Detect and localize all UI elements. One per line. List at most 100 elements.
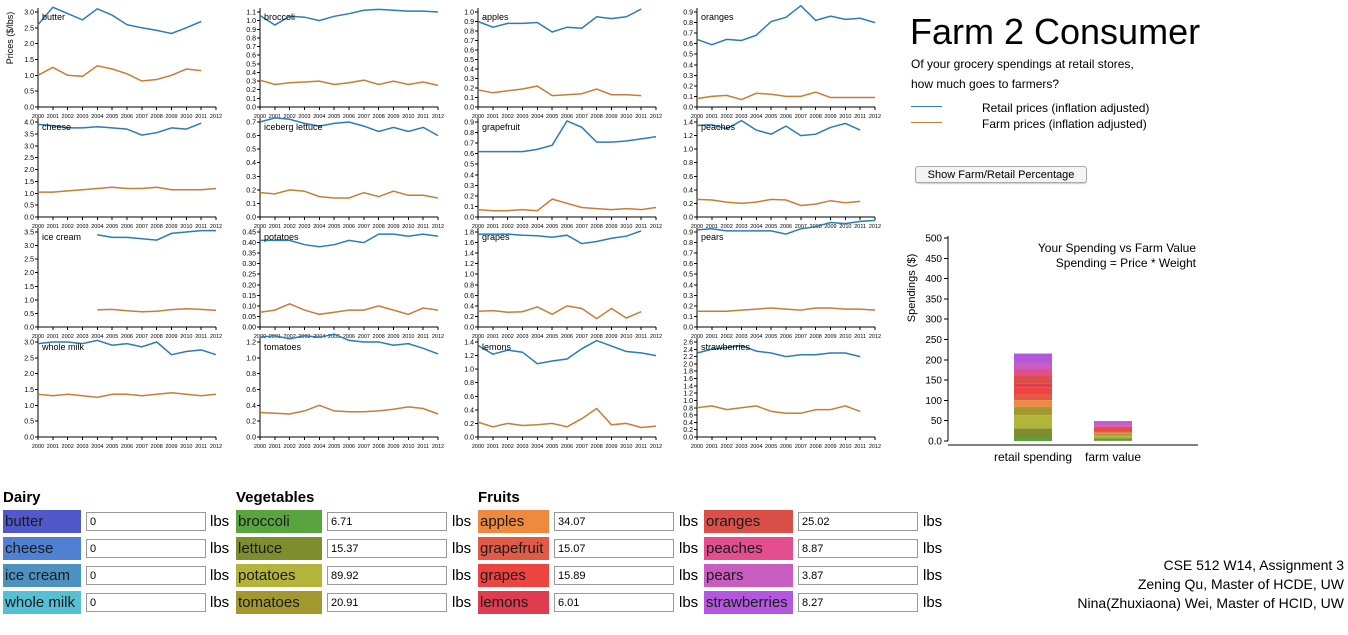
x-tick-label: 2004 bbox=[313, 224, 325, 230]
x-tick-label: 2005 bbox=[546, 334, 558, 340]
y-tick-label: 0.1 bbox=[683, 94, 693, 101]
retail-price-line bbox=[37, 6, 202, 35]
x-tick-label: 2005 bbox=[328, 224, 340, 230]
quantity-input-grapes[interactable] bbox=[554, 566, 674, 585]
x-tick-label: 2000 bbox=[472, 334, 484, 340]
y-tick-label: 3.5 bbox=[24, 230, 34, 237]
x-tick-label: 2008 bbox=[810, 334, 822, 340]
quantity-input-oranges[interactable] bbox=[798, 512, 918, 531]
y-tick-label: 0.1 bbox=[464, 204, 474, 211]
x-tick-label: 2006 bbox=[343, 334, 355, 340]
retail-bar-segment bbox=[1014, 394, 1052, 401]
y-tick-label: 0.40 bbox=[242, 240, 256, 247]
y-tick-label: 0.5 bbox=[246, 147, 256, 154]
x-tick-label: 2011 bbox=[854, 334, 866, 340]
category-label-cheese: cheese bbox=[3, 537, 81, 560]
x-tick-label: 2000 bbox=[254, 224, 266, 230]
quantity-input-apples[interactable] bbox=[554, 512, 674, 531]
x-tick-label: 2003 bbox=[76, 334, 88, 340]
x-tick-label: 2012 bbox=[210, 444, 222, 450]
x-tick-label: 2009 bbox=[165, 224, 177, 230]
quantity-input-potatoes[interactable] bbox=[327, 566, 447, 585]
y-tick-label: 1.8 bbox=[464, 230, 474, 237]
retail-bar-segment bbox=[1014, 406, 1052, 416]
category-label-peaches: peaches bbox=[704, 537, 793, 560]
legend-retail-label: Retail prices (inflation adjusted) bbox=[982, 101, 1150, 115]
quantity-input-lemons[interactable] bbox=[554, 593, 674, 612]
x-tick-label: 2009 bbox=[387, 334, 399, 340]
y-tick-label: 0.8 bbox=[246, 371, 256, 378]
x-tick-label: 2012 bbox=[869, 114, 881, 120]
y-tick-label: 0.6 bbox=[464, 293, 474, 300]
x-tick-label: 2008 bbox=[151, 444, 163, 450]
retail-price-line bbox=[696, 219, 876, 235]
quantity-input-tomatoes[interactable] bbox=[327, 593, 447, 612]
page-title: Farm 2 Consumer bbox=[910, 11, 1201, 52]
y-tick-label: 0.8 bbox=[464, 282, 474, 289]
x-tick-label: 2001 bbox=[269, 334, 281, 340]
x-tick-label: 2010 bbox=[180, 224, 192, 230]
x-tick-label: 2009 bbox=[165, 114, 177, 120]
y-tick-label: 3.0 bbox=[24, 340, 34, 347]
x-tick-label: 2003 bbox=[735, 334, 747, 340]
panel-peaches: 0.0 0.2 0.4 0.6 0.8 1.0 1.2 1.4 2000 2001 2002 2003… bbox=[683, 118, 881, 230]
y-tick-label: 0.5 bbox=[464, 57, 474, 64]
x-tick-label: 2010 bbox=[180, 334, 192, 340]
quantity-input-whole-milk[interactable] bbox=[86, 593, 206, 612]
y-tick-label: 0.2 bbox=[683, 427, 693, 434]
x-tick-label: 2001 bbox=[47, 114, 59, 120]
quantity-input-broccoli[interactable] bbox=[327, 512, 447, 531]
x-tick-label: 2008 bbox=[151, 334, 163, 340]
farm-price-line bbox=[259, 189, 439, 199]
x-tick-label: 2010 bbox=[839, 224, 851, 230]
x-tick-label: 2010 bbox=[620, 444, 632, 450]
x-tick-label: 2008 bbox=[373, 224, 385, 230]
y-tick-label: 0.4 bbox=[464, 407, 474, 414]
y-tick-label: 0.4 bbox=[464, 303, 474, 310]
retail-bar-segment bbox=[1014, 362, 1052, 369]
quantity-input-butter[interactable] bbox=[86, 512, 206, 531]
quantity-input-grapefruit[interactable] bbox=[554, 539, 674, 558]
y-tick-label: 1.0 bbox=[246, 18, 256, 25]
x-tick-label: 2009 bbox=[824, 334, 836, 340]
quantity-input-lettuce[interactable] bbox=[327, 539, 447, 558]
x-tick-label: 2002 bbox=[721, 224, 733, 230]
quantity-input-cheese[interactable] bbox=[86, 539, 206, 558]
y-tick-label: 0.00 bbox=[242, 325, 256, 332]
x-tick-label: 2006 bbox=[780, 444, 792, 450]
x-tick-label: 2001 bbox=[269, 114, 281, 120]
y-tick-label: 0.4 bbox=[464, 67, 474, 74]
x-tick-label: 2004 bbox=[313, 114, 325, 120]
farm-bar-segment bbox=[1094, 428, 1132, 430]
quantity-input-strawberries[interactable] bbox=[798, 593, 918, 612]
retail-price-line bbox=[260, 233, 439, 248]
y-axis-label: Prices ($/lbs) bbox=[5, 12, 15, 65]
quantity-input-ice-cream[interactable] bbox=[86, 566, 206, 585]
y-tick-label: 1.0 bbox=[464, 10, 474, 17]
category-label-lettuce: lettuce bbox=[236, 537, 322, 560]
show-percentage-button[interactable]: Show Farm/Retail Percentage bbox=[915, 166, 1087, 183]
y-tick-label: 0.2 bbox=[246, 87, 256, 94]
x-tick-label: 2005 bbox=[106, 334, 118, 340]
y-tick-label: 4.0 bbox=[24, 120, 34, 127]
x-tick-label: 2012 bbox=[210, 334, 222, 340]
retail-price-line bbox=[259, 8, 439, 26]
quantity-input-pears[interactable] bbox=[798, 566, 918, 585]
y-tick-label: 0.0 bbox=[683, 105, 693, 112]
y-tick-label: 0.9 bbox=[683, 10, 693, 17]
y-tick-label: 0.0 bbox=[24, 325, 34, 332]
x-tick-label: 2004 bbox=[531, 224, 543, 230]
x-tick-label: 2007 bbox=[795, 114, 807, 120]
y-tick-label: 0.7 bbox=[683, 31, 693, 38]
bar-y-tick-label: 150 bbox=[925, 376, 942, 387]
y-tick-label: 1.5 bbox=[24, 57, 34, 64]
y-tick-label: 1.4 bbox=[683, 120, 693, 127]
category-label-grapes: grapes bbox=[478, 564, 549, 587]
quantity-input-peaches[interactable] bbox=[798, 539, 918, 558]
unit-label: lbs bbox=[923, 594, 943, 611]
y-tick-label: 0.0 bbox=[24, 215, 34, 222]
x-tick-label: 2000 bbox=[32, 114, 44, 120]
x-tick-label: 2006 bbox=[121, 334, 133, 340]
x-tick-label: 2007 bbox=[576, 444, 588, 450]
